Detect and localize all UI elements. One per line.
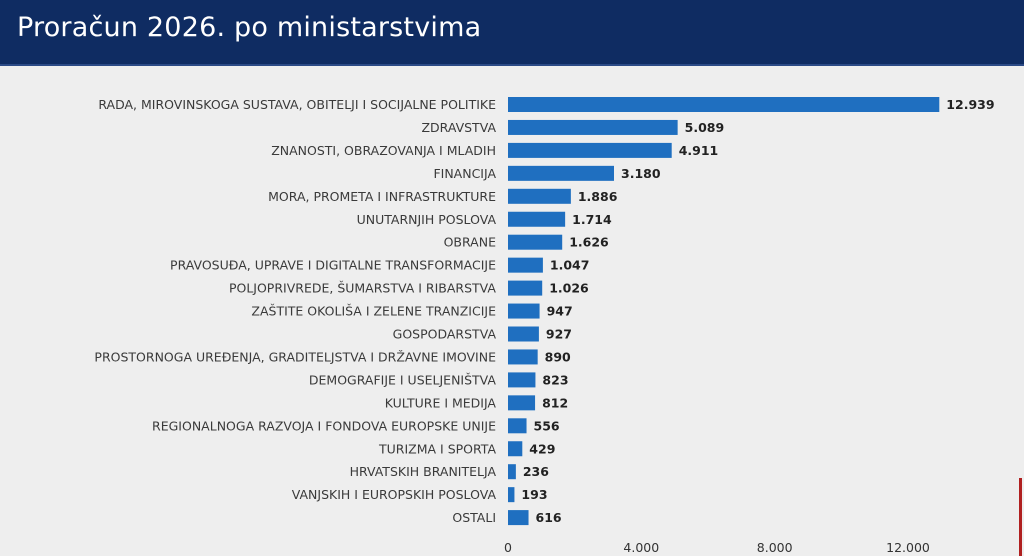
category-label: HRVATSKIH BRANITELJA [350,464,497,479]
category-label: MORA, PROMETA I INFRASTRUKTURE [268,189,496,204]
value-label: 3.180 [621,166,661,181]
category-label: ZAŠTITE OKOLIŠA I ZELENE TRANZICIJE [251,304,496,319]
category-label: FINANCIJA [433,166,496,181]
category-label: OSTALI [452,510,496,525]
bar [508,188,571,204]
category-label: POLJOPRIVREDE, ŠUMARSTVA I RIBARSTVA [229,281,496,296]
bar [508,142,672,158]
bar [508,97,940,112]
bar [508,303,540,319]
bar [508,487,515,503]
value-label: 1.626 [569,235,609,250]
bar [508,165,614,181]
category-label: GOSPODARSTVA [393,327,497,342]
bar [508,119,678,135]
value-label: 1.026 [549,281,589,296]
value-label: 947 [547,304,573,319]
category-label: KULTURE I MEDIJA [385,395,497,410]
value-label: 823 [542,372,568,387]
x-tick-label: 4.000 [623,540,659,555]
value-label: 1.047 [550,258,590,273]
bar [508,418,527,434]
bar [508,349,538,365]
bar [508,211,566,227]
value-label: 429 [529,441,555,456]
category-label: PRAVOSUĐA, UPRAVE I DIGITALNE TRANSFORMA… [170,258,496,273]
value-label: 1.886 [578,189,618,204]
value-label: 193 [521,487,547,502]
value-label: 616 [536,510,562,525]
bar [508,441,523,457]
category-label: DEMOGRAFIJE I USELJENIŠTVA [309,372,497,387]
category-label: RADA, MIROVINSKOGA SUSTAVA, OBITELJI I S… [98,97,496,112]
x-tick-label: 0 [504,540,512,555]
value-label: 927 [546,327,572,342]
x-tick-label: 8.000 [757,540,793,555]
value-label: 12.939 [946,97,994,112]
bar [508,234,563,250]
category-label: TURIZMA I SPORTA [378,441,496,456]
header-bar: Proračun 2026. po ministarstvima [0,0,1024,66]
page-title: Proračun 2026. po ministarstvima [17,12,482,43]
category-label: PROSTORNOGA UREĐENJA, GRADITELJSTVA I DR… [94,349,496,364]
bar [508,372,536,388]
x-tick-label: 12.000 [886,540,930,555]
category-label: ZDRAVSTVA [421,120,496,135]
bar [508,464,516,480]
category-label: VANJSKIH I EUROPSKIH POSLOVA [292,487,497,502]
value-label: 236 [523,464,549,479]
category-label: REGIONALNOGA RAZVOJA I FONDOVA EUROPSKE … [152,418,496,433]
bar [508,326,539,342]
value-label: 890 [545,349,571,364]
value-label: 556 [534,418,560,433]
value-label: 4.911 [679,143,719,158]
value-label: 1.714 [572,212,612,227]
bar [508,280,543,296]
bar [508,395,536,411]
value-label: 812 [542,395,568,410]
value-label: 5.089 [685,120,725,135]
category-label: ZNANOSTI, OBRAZOVANJA I MLADIH [271,143,496,158]
category-label: UNUTARNJIH POSLOVA [357,212,497,227]
category-label: OBRANE [444,235,496,250]
bar [508,510,529,526]
bar [508,257,543,273]
edge-accent [1019,478,1022,556]
